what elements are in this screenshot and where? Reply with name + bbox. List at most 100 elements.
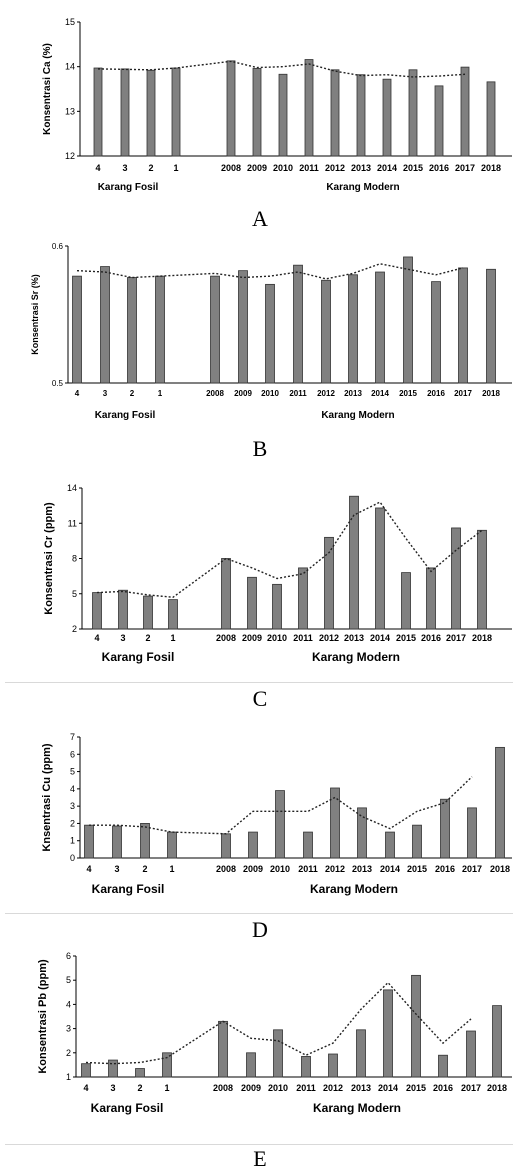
bar [434, 85, 444, 157]
bar [127, 277, 137, 384]
x-tick-label: 2008 [216, 864, 236, 874]
bar [324, 536, 334, 630]
x-tick-label: 2013 [351, 1083, 371, 1093]
bar [81, 1063, 91, 1078]
x-tick-label: 1 [170, 633, 175, 643]
bar [298, 567, 308, 630]
x-tick-label: 2 [142, 864, 147, 874]
chart-a: 12 13 14 15 Konsentrasi Ca (%) 4 3 2 1 2008 2009 20… [42, 17, 512, 193]
x-tick-label: 2 [130, 389, 135, 398]
bar [84, 824, 94, 859]
x-tick-label: 2008 [206, 389, 224, 398]
x-tick-label: 2018 [481, 163, 501, 173]
x-tick-label: 2018 [490, 864, 510, 874]
bar [375, 507, 385, 630]
x-tick-label: 2011 [289, 389, 307, 398]
bar [247, 576, 257, 630]
y-tick-label: 0.5 [52, 379, 64, 388]
bar [466, 1030, 476, 1078]
bar [293, 264, 303, 384]
bar [238, 270, 248, 384]
bar [221, 833, 231, 859]
x-tick-label: 2011 [296, 1083, 316, 1093]
bar [246, 1052, 256, 1078]
y-tick-label: 6 [66, 951, 71, 961]
y-tick-label: 6 [70, 749, 75, 759]
bar [304, 59, 314, 157]
bar [451, 527, 461, 630]
chart-panel-a: 12 13 14 15 Konsentrasi Ca (%) 4 3 2 1 2008 2009 20… [0, 8, 520, 203]
y-axis-label: Knsentrasi Cu (ppm) [41, 743, 53, 852]
x-tick-label: 2 [148, 163, 153, 173]
x-tick-label: 2009 [247, 163, 267, 173]
bar [210, 275, 220, 384]
bar [348, 274, 358, 384]
x-tick-label: 4 [83, 1083, 88, 1093]
bar [321, 279, 331, 384]
bar [382, 78, 392, 157]
x-tick-label: 2014 [377, 163, 397, 173]
x-tick-label: 3 [103, 389, 108, 398]
group-label-modern: Karang Modern [312, 650, 400, 664]
bar [328, 1053, 338, 1078]
bar [72, 275, 82, 384]
chart-c: 2 5 8 11 14 Konsentrasi Cr (ppm) 4 3 2 1 2008 2009 2… [43, 483, 512, 664]
bar [143, 595, 153, 630]
x-tick-label: 3 [110, 1083, 115, 1093]
bar [221, 558, 231, 630]
x-tick-label: 2015 [399, 389, 417, 398]
bar [357, 807, 367, 859]
bar [118, 589, 128, 630]
x-tick-label: 2012 [323, 1083, 343, 1093]
group-label-fosil: Karang Fosil [91, 1101, 164, 1115]
x-tick-label: 3 [120, 633, 125, 643]
bar [438, 1054, 448, 1078]
y-axis-label: Konsentrasi Pb (ppm) [37, 959, 49, 1074]
x-tick-label: 1 [164, 1083, 169, 1093]
y-tick-label: 0 [70, 853, 75, 863]
bar [408, 69, 418, 157]
bar [477, 529, 487, 630]
group-label-fosil: Karang Fosil [98, 182, 159, 193]
x-tick-label: 2017 [461, 1083, 481, 1093]
panel-letter-e: E [253, 1146, 267, 1171]
bar [460, 66, 470, 157]
trend-line [96, 501, 483, 598]
bar [330, 787, 340, 859]
x-tick-label: 4 [75, 389, 80, 398]
bar [356, 74, 366, 157]
y-tick-label: 2 [72, 624, 77, 634]
chart-d: 0 1 2 3 4 5 6 7 Knsentrasi Cu (ppm) 4 3 2 1 2008 2009 2… [41, 732, 512, 896]
y-tick-label: 5 [72, 589, 77, 599]
bar [486, 268, 496, 384]
y-tick-label: 3 [70, 801, 75, 811]
bar [167, 831, 177, 859]
x-tick-label: 1 [173, 163, 178, 173]
panel-separator-c [5, 682, 513, 683]
x-tick-label: 2011 [293, 633, 313, 643]
x-tick-label: 2009 [242, 633, 262, 643]
x-tick-label: 2018 [487, 1083, 507, 1093]
x-tick-label: 2010 [268, 1083, 288, 1093]
x-tick-label: 2013 [351, 163, 371, 173]
bar [171, 67, 181, 157]
bar [273, 1029, 283, 1078]
panel-separator-d [5, 913, 513, 914]
x-tick-label: 2012 [325, 864, 345, 874]
y-tick-label: 15 [65, 17, 75, 27]
bar [226, 60, 236, 157]
bar [303, 831, 313, 859]
trend-line [97, 60, 466, 78]
bar [401, 572, 411, 630]
bar [155, 275, 165, 384]
x-tick-label: 2010 [261, 389, 279, 398]
bar [272, 583, 282, 630]
y-tick-label: 8 [72, 554, 77, 564]
trend-line [89, 776, 473, 835]
bar [385, 831, 395, 859]
x-tick-label: 2018 [472, 633, 492, 643]
chart-panel-d: 0 1 2 3 4 5 6 7 Knsentrasi Cu (ppm) 4 3 2 1 2008 2009 2… [0, 727, 520, 911]
x-tick-label: 2017 [454, 389, 472, 398]
x-tick-label: 4 [86, 864, 91, 874]
bar [265, 283, 275, 384]
